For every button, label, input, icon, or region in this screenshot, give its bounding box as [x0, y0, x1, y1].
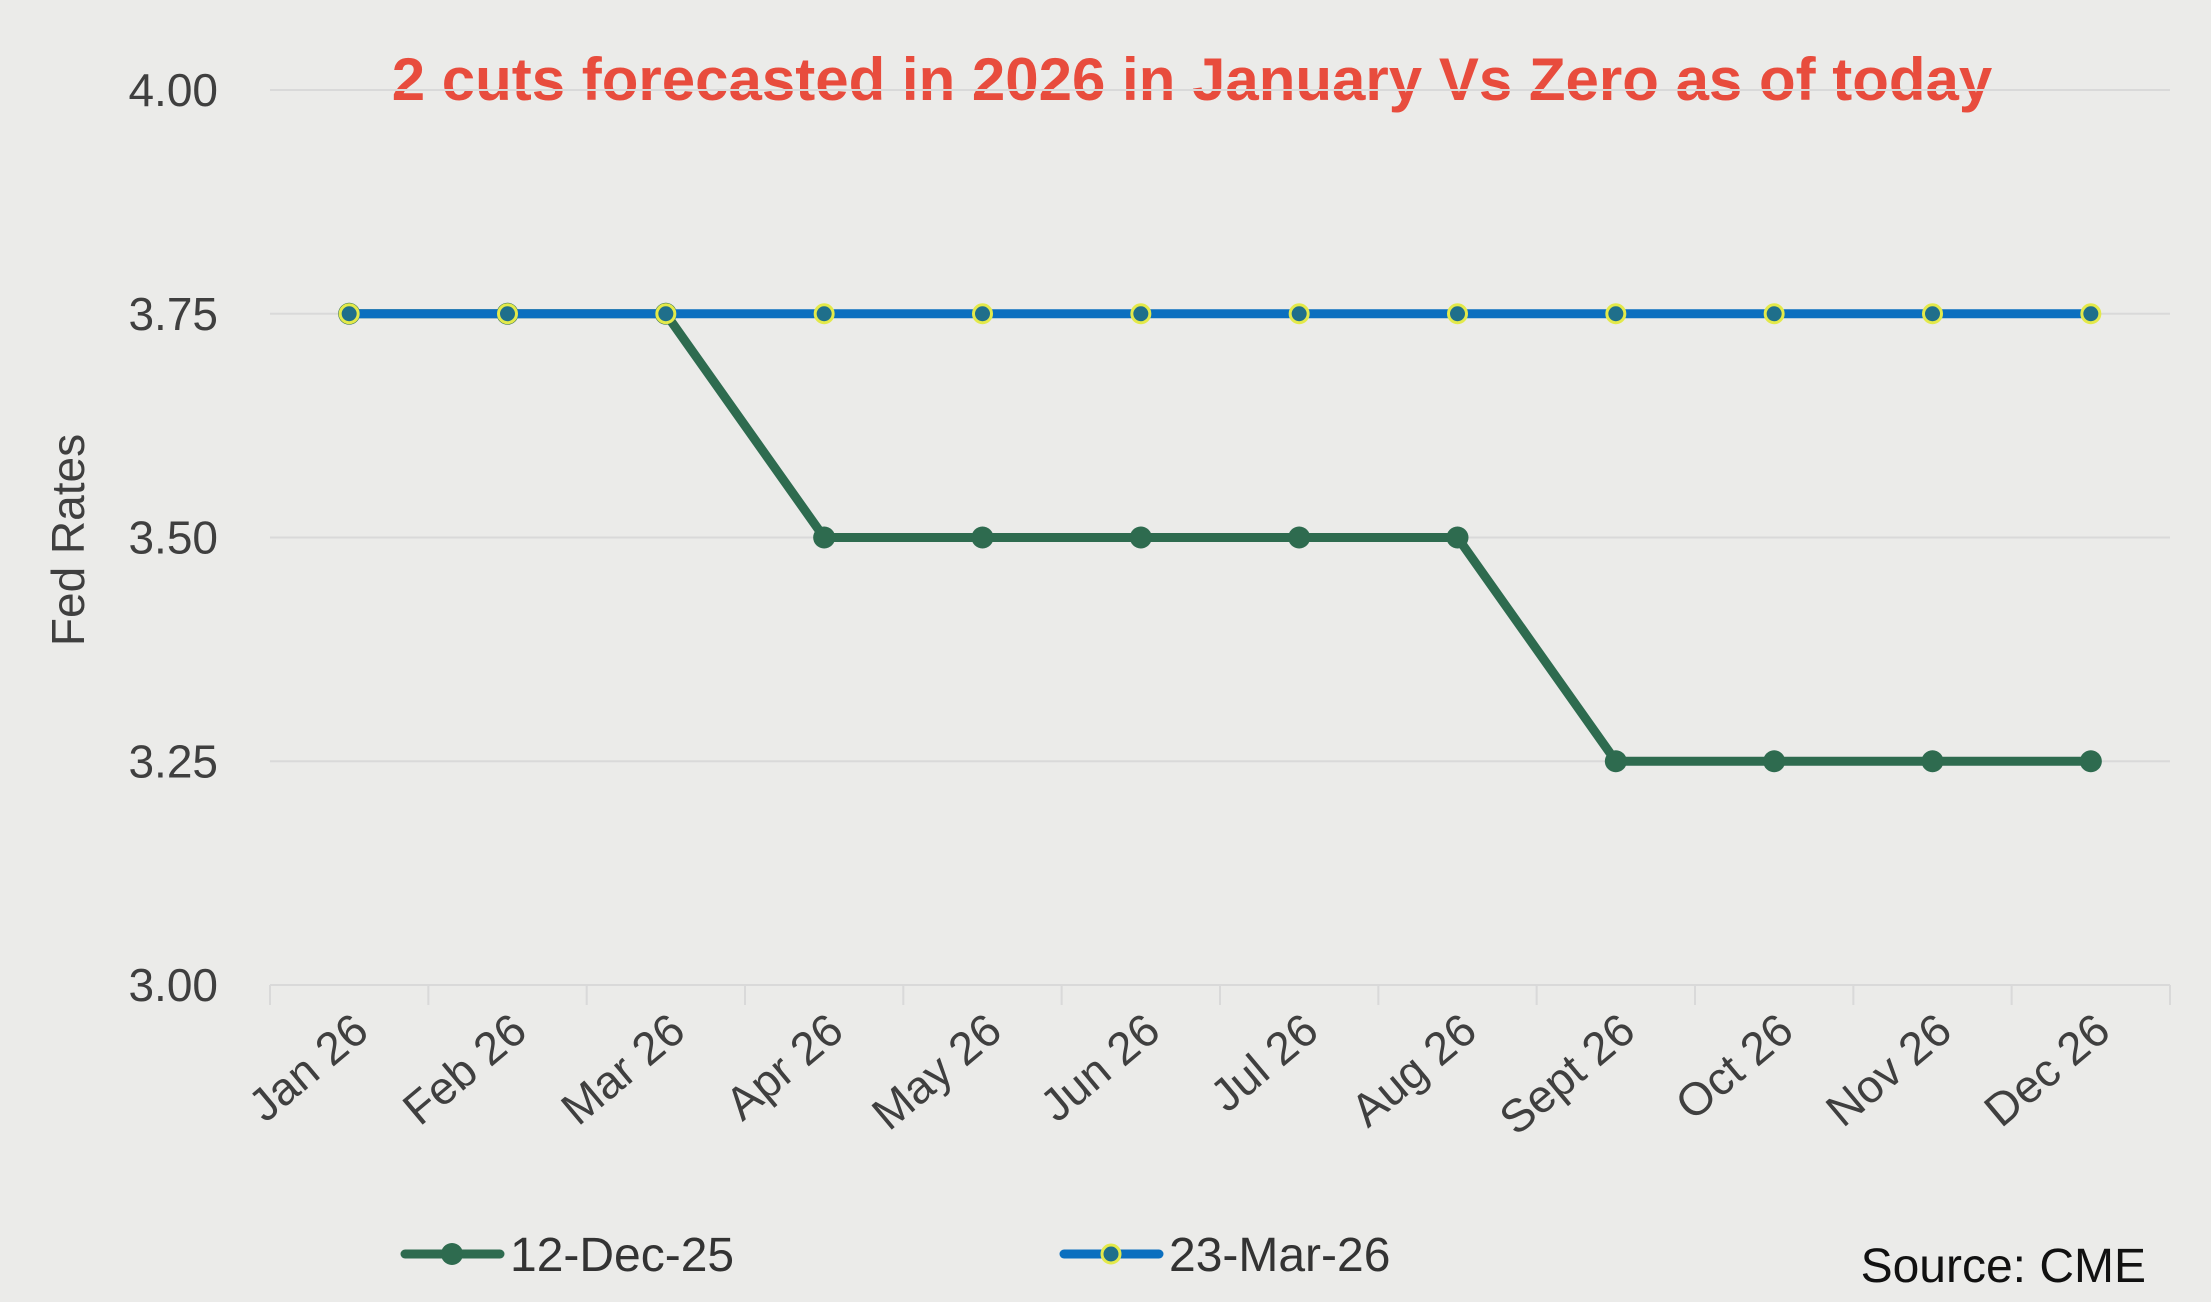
- data-point: [1604, 750, 1627, 773]
- x-tick-label: May 26: [862, 1003, 1011, 1140]
- legend-label: 23-Mar-26: [1169, 1229, 1390, 1282]
- x-tick-label: Jan 26: [238, 1003, 377, 1132]
- series-2: [338, 303, 2102, 325]
- legend-marker: [441, 1243, 463, 1265]
- data-point: [2079, 750, 2102, 773]
- data-point: [2080, 303, 2102, 325]
- x-tick-label: Nov 26: [1816, 1003, 1961, 1137]
- data-point: [971, 526, 994, 549]
- data-point: [1130, 303, 1152, 325]
- data-point: [1921, 750, 1944, 773]
- data-point: [497, 303, 518, 325]
- x-tick-label: Mar 26: [551, 1003, 694, 1135]
- legend-label: 12-Dec-25: [510, 1229, 734, 1282]
- data-point: [813, 303, 835, 325]
- y-tick-label: 3.50: [128, 512, 218, 564]
- x-tick-label: Jul 26: [1200, 1003, 1327, 1122]
- legend: 12-Dec-25 23-Mar-26: [400, 1229, 1390, 1282]
- legend-item: 23-Mar-26: [1059, 1229, 1390, 1282]
- data-point: [1288, 526, 1311, 549]
- data-point: [972, 303, 993, 325]
- y-axis-ticks: 3.00 3.25 3.50 3.75 4.00: [128, 64, 218, 1011]
- gridlines: [270, 89, 2170, 763]
- y-tick-label: 3.25: [128, 735, 218, 787]
- x-tick-label: Sept 26: [1489, 1003, 1644, 1145]
- data-point: [1446, 526, 1469, 549]
- chart-title: 2 cuts forecasted in 2026 in January Vs …: [392, 46, 1993, 113]
- source-note: Source: CME: [1861, 1240, 2146, 1293]
- x-tick-label: Feb 26: [393, 1003, 536, 1135]
- legend-item: 12-Dec-25: [400, 1229, 734, 1282]
- data-point: [1447, 303, 1468, 325]
- x-tick-label: Oct 26: [1665, 1003, 1802, 1130]
- y-axis-label: Fed Rates: [42, 434, 94, 646]
- data-point: [1922, 303, 1943, 325]
- data-point: [1605, 303, 1627, 325]
- data-point: [1288, 303, 1310, 325]
- x-tick-label: Dec 26: [1974, 1003, 2119, 1137]
- legend-marker: [1100, 1243, 1122, 1265]
- y-tick-label: 3.75: [128, 288, 218, 340]
- data-point: [338, 303, 360, 325]
- x-axis-ticks: Jan 26 Feb 26 Mar 26 Apr 26 May 26 Jun 26 Jul …: [238, 1003, 2119, 1145]
- x-tick-label: Jun 26: [1030, 1003, 1169, 1132]
- data-point: [1129, 526, 1152, 549]
- data-point: [1763, 303, 1785, 325]
- data-point: [813, 526, 836, 549]
- x-tick-label: Apr 26: [715, 1003, 852, 1130]
- x-tick-label: Aug 26: [1341, 1003, 1486, 1137]
- series-layer: [338, 302, 2102, 773]
- data-point: [1763, 750, 1786, 773]
- y-tick-label: 3.00: [128, 959, 218, 1011]
- x-axis: [269, 984, 2171, 1005]
- data-point: [655, 303, 677, 325]
- y-tick-label: 4.00: [128, 64, 218, 116]
